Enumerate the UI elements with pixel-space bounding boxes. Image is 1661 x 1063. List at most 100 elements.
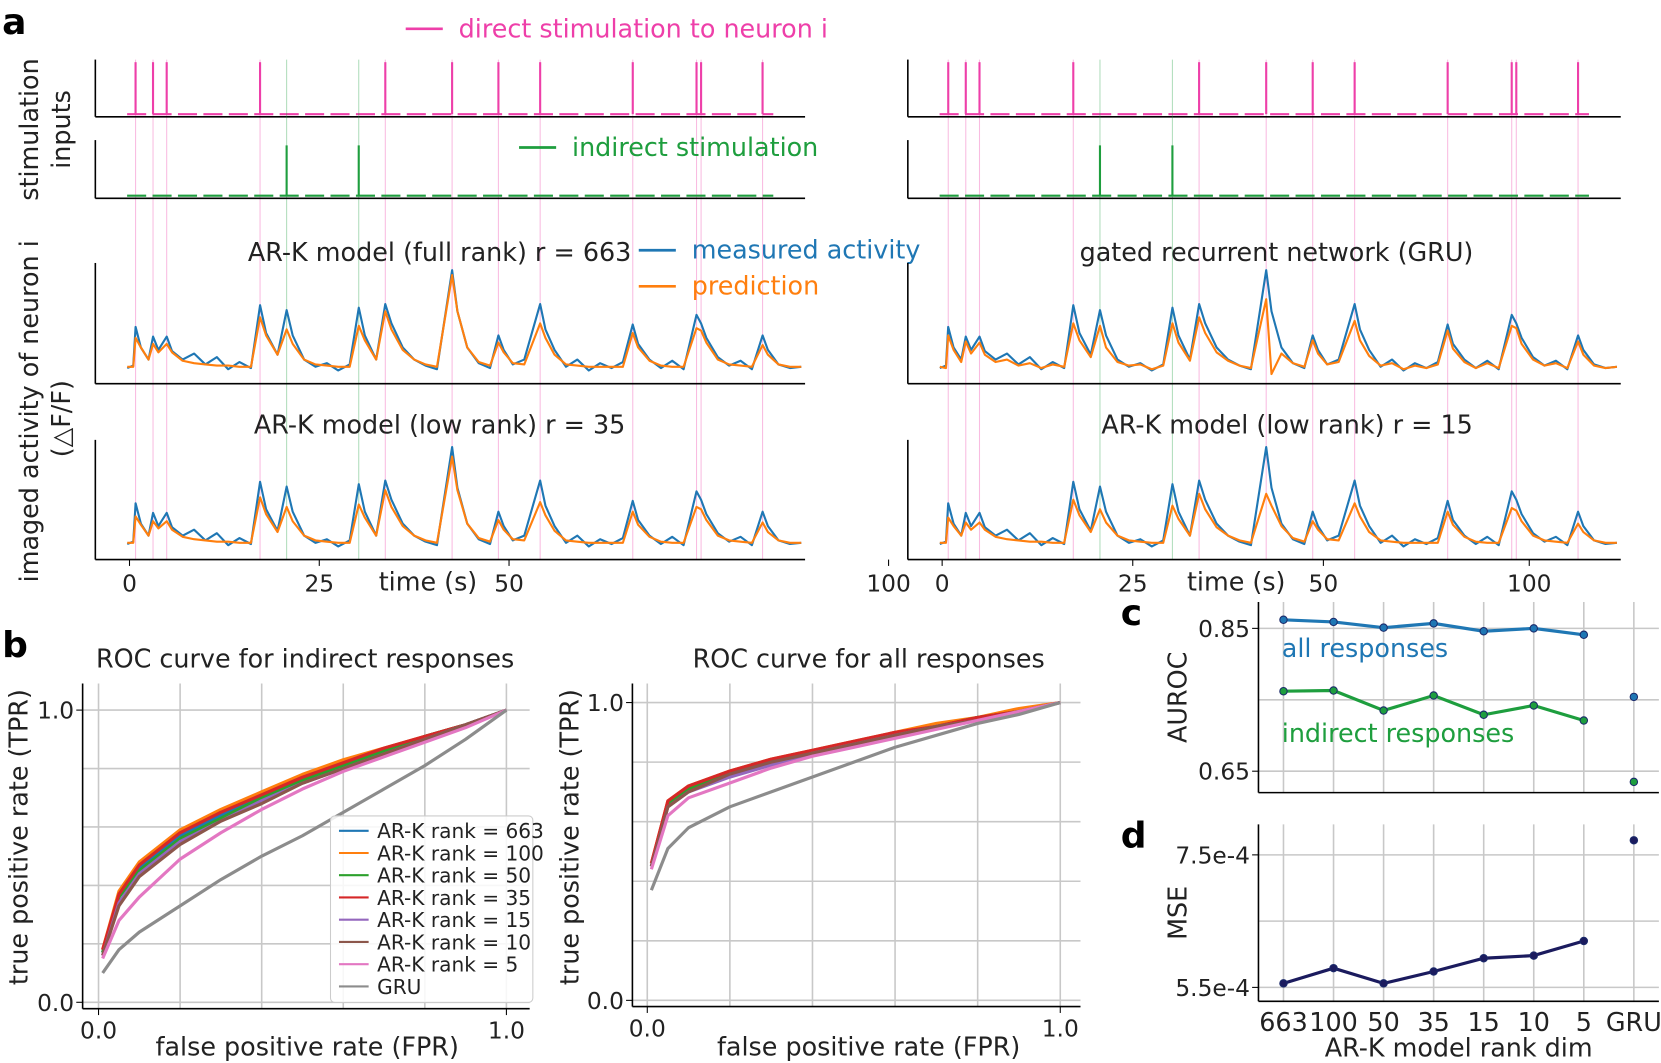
x-axis-label: false positive rate (FPR) [156,1031,459,1061]
x-tick-label: 0 [935,570,950,597]
x-axis-label: time (s) [1187,566,1286,596]
x-tick-label: 35 [1417,1007,1449,1037]
x-tick-label: 5 [1576,1007,1592,1037]
y-axis-label: inputs [46,90,76,169]
legend-label: AR-K rank = 15 [377,908,531,932]
y-axis-label: MSE [1162,886,1192,940]
x-tick-label: 10 [1518,1007,1550,1037]
legend-label: GRU [377,975,421,999]
y-axis-label: stimulation [14,58,44,200]
series-line [101,708,508,960]
chart-title: AR-K model (full rank) r = 663 [248,237,631,267]
point [1529,951,1538,960]
legend-label: indirect stimulation [572,132,818,162]
panel-label: c [1121,593,1142,634]
point [1379,706,1388,715]
legend-label: AR-K rank = 5 [377,953,518,977]
panel-label: b [2,625,28,666]
x-tick-label: 50 [1367,1007,1399,1037]
x-tick-label: 50 [1309,570,1339,597]
legend-label: AR-K rank = 10 [377,930,531,954]
series-line [127,273,802,368]
series-annotation: indirect responses [1282,718,1515,748]
point [1479,954,1488,963]
x-axis-label: time (s) [379,566,478,596]
series-line [939,446,1618,548]
x-tick-label: 0.0 [80,1017,117,1044]
point [1279,615,1288,625]
point [1429,967,1438,976]
y-axis-label: imaged activity of neuron i [14,240,44,582]
point [1279,686,1288,696]
x-axis-label: AR-K model rank dim [1325,1032,1593,1062]
chart-title: AR-K model (low rank) r = 35 [254,410,625,440]
x-tick-label: 100 [1507,570,1551,597]
legend-label: AR-K rank = 50 [377,864,531,888]
point [1579,936,1589,946]
series-annotation: all responses [1282,633,1448,663]
point [1629,692,1639,702]
series-line [939,492,1617,544]
point [1479,710,1488,720]
y-tick-label: 1.0 [37,698,74,725]
x-tick-label: 1.0 [488,1017,525,1044]
y-tick-label: 5.5e-4 [1175,975,1250,1002]
point [1529,701,1538,710]
point [1579,630,1589,640]
x-tick-label: 0 [122,570,137,597]
point [1579,716,1589,725]
point [1629,777,1639,787]
chart-title: gated recurrent network (GRU) [1080,237,1474,267]
x-tick-label: 663 [1259,1007,1307,1037]
series-line [101,708,507,951]
x-tick-label: 25 [1118,570,1148,597]
series-line [649,701,1061,867]
point [1379,979,1388,988]
series-line [649,701,1061,870]
y-tick-label: 0.0 [587,988,624,1015]
x-tick-label: 25 [304,570,334,597]
legend-label: AR-K rank = 35 [377,886,531,910]
y-tick-label: 0.85 [1198,616,1250,643]
legend-label: AR-K rank = 100 [377,841,544,865]
panel-label: a [2,2,26,43]
x-tick-label: 1.0 [1042,1015,1079,1042]
point [1479,626,1488,636]
y-tick-label: 1.0 [587,690,624,717]
x-tick-label: 15 [1468,1007,1500,1037]
point [1429,691,1438,700]
series-line [939,269,1618,372]
x-tick-label: 0.0 [629,1015,666,1042]
series-line [939,298,1618,376]
legend-label: AR-K rank = 663 [377,819,544,843]
series-line [127,455,802,544]
point [1329,617,1338,627]
series-line [126,446,802,548]
series-line [649,701,1061,864]
point [1379,623,1388,632]
point [1429,619,1438,628]
legend-label: prediction [692,271,819,301]
point [1329,963,1338,973]
legend-label: measured activity [692,235,921,265]
y-axis-label: AUROC [1162,652,1192,743]
point [1279,979,1288,988]
y-axis-label: true positive rate (TPR) [4,689,34,985]
chart-title: ROC curve for all responses [693,644,1045,674]
point [1329,686,1338,695]
series-line [649,701,1061,891]
legend-box [329,815,534,1003]
chart-title: ROC curve for indirect responses [96,644,514,674]
y-axis-label: (△F/F) [46,380,76,457]
x-tick-label: 100 [1309,1007,1358,1037]
x-tick-label: GRU [1606,1007,1661,1037]
y-tick-label: 0.0 [37,990,74,1017]
series-line [101,708,507,957]
x-axis-label: false positive rate (FPR) [717,1031,1020,1061]
y-tick-label: 7.5e-4 [1175,842,1250,869]
y-tick-label: 0.65 [1198,759,1250,786]
point [1529,624,1538,633]
y-axis-label: true positive rate (TPR) [554,689,584,985]
